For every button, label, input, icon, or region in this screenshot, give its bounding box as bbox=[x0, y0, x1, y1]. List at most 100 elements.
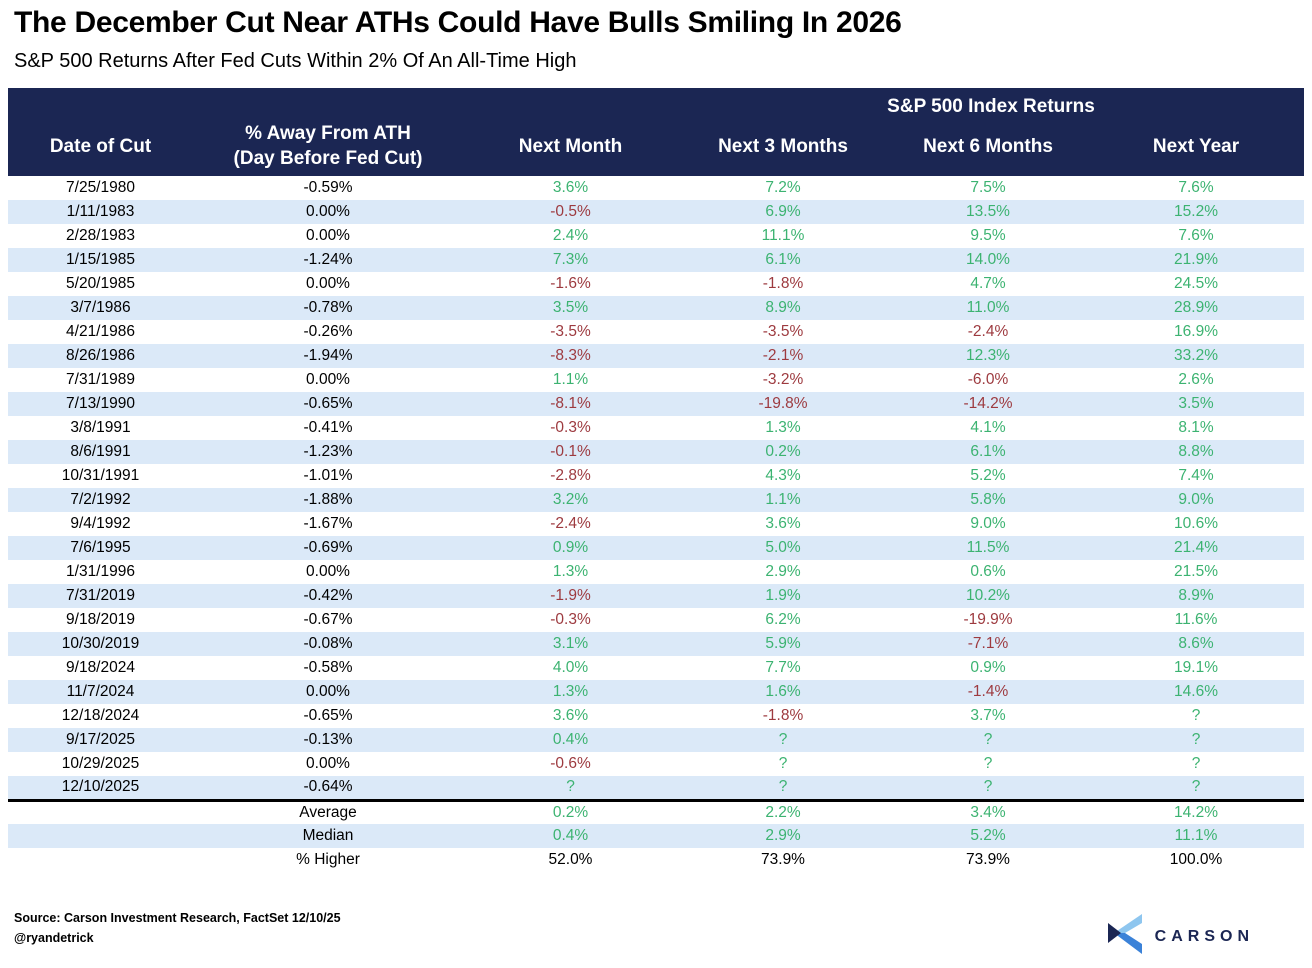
summary-label: Average bbox=[193, 798, 463, 824]
page-title: The December Cut Near ATHs Could Have Bu… bbox=[14, 6, 902, 39]
date-cell: 7/6/1995 bbox=[70, 539, 131, 556]
away-cell: -1.88% bbox=[303, 491, 353, 508]
return-cell: -1.6% bbox=[550, 275, 591, 292]
date-cell: 9/18/2019 bbox=[66, 611, 135, 628]
summary-value-cell: 52.0% bbox=[548, 851, 593, 868]
return-cell: 6.1% bbox=[765, 251, 801, 268]
away-cell: 0.00% bbox=[306, 755, 350, 772]
away-cell: -0.08% bbox=[303, 635, 353, 652]
away-cell: -0.13% bbox=[303, 731, 353, 748]
return-cell: 28.9% bbox=[1174, 299, 1218, 316]
return-cell: -7.1% bbox=[967, 635, 1009, 652]
group-header-row: S&P 500 Index Returns bbox=[8, 88, 1305, 118]
summary-value-cell: 3.4% bbox=[888, 798, 1088, 824]
date-cell: 3/8/1991 bbox=[70, 419, 131, 436]
return-cell: 4.7% bbox=[970, 275, 1006, 292]
date-cell: 9/4/1992 bbox=[70, 515, 131, 532]
summary-label: Median bbox=[302, 827, 354, 844]
summary-row: % Higher 52.0% 73.9% 73.9% 100.0% bbox=[8, 848, 1304, 872]
col-header-date-of-cut: Date of Cut bbox=[8, 118, 193, 176]
date-cell: 7/31/1989 bbox=[66, 371, 135, 388]
return-cell: ? bbox=[566, 778, 575, 796]
return-cell: 1.9% bbox=[765, 587, 801, 604]
return-cell: 16.9% bbox=[1174, 323, 1218, 340]
table-row: 12/10/2025 -0.64%???? bbox=[8, 776, 1305, 800]
date-cell: 10/30/2019 bbox=[61, 635, 140, 652]
table-row: 5/20/1985 0.00% -1.6% -1.8% 4.7% 24.5% bbox=[8, 272, 1304, 296]
return-cell: ? bbox=[1191, 778, 1201, 796]
summary-value-cell: 2.9% bbox=[765, 827, 801, 844]
return-cell: 1.3% bbox=[552, 563, 589, 580]
col-header-away-from-ath: % Away From ATH (Day Before Fed Cut) bbox=[193, 118, 463, 176]
return-cell: 2.9% bbox=[765, 563, 801, 580]
return-cell: 3.7% bbox=[970, 707, 1006, 724]
date-cell: 7/31/2019 bbox=[66, 587, 135, 604]
date-cell: 7/25/1980 bbox=[66, 179, 135, 196]
summary-row: Median 0.4% 2.9% 5.2% 11.1% bbox=[8, 824, 1305, 848]
return-cell: 8.9% bbox=[765, 299, 801, 316]
return-cell: 3.5% bbox=[552, 299, 589, 316]
date-cell: 12/10/2025 bbox=[61, 778, 140, 796]
summary-value-cell: 5.2% bbox=[970, 827, 1006, 844]
return-cell: 9.5% bbox=[970, 227, 1006, 244]
away-cell: -0.67% bbox=[303, 611, 353, 628]
return-cell: 8.1% bbox=[1178, 419, 1214, 436]
return-cell: 1.1% bbox=[765, 491, 801, 508]
summary-value-cell: 73.9% bbox=[761, 851, 805, 868]
return-cell: 15.2% bbox=[1174, 203, 1218, 220]
return-cell: -1.8% bbox=[762, 275, 804, 292]
col-header-away-line1: % Away From ATH bbox=[245, 123, 411, 145]
return-cell: 5.2% bbox=[970, 467, 1006, 484]
table-row: 8/6/1991 -1.23% -0.1% 0.2% 6.1% 8.8% bbox=[8, 440, 1305, 464]
return-cell: -14.2% bbox=[963, 395, 1013, 412]
away-cell: -0.69% bbox=[303, 539, 353, 556]
return-cell: 1.6% bbox=[765, 683, 801, 700]
return-cell: ? bbox=[983, 755, 993, 772]
return-cell: 0.2% bbox=[765, 443, 801, 460]
away-cell: 0.00% bbox=[306, 275, 350, 292]
away-cell: -1.24% bbox=[303, 251, 353, 268]
return-cell: -0.3% bbox=[550, 611, 591, 628]
return-cell: 33.2% bbox=[1174, 347, 1218, 364]
table-row: 12/18/2024 -0.65% 3.6% -1.8% 3.7%? bbox=[8, 704, 1304, 728]
return-cell: 6.2% bbox=[765, 611, 801, 628]
away-cell: -0.78% bbox=[303, 299, 353, 316]
table-row: 10/31/1991 -1.01% -2.8% 4.3% 5.2% 7.4% bbox=[8, 464, 1304, 488]
col-header-next-year: Next Year bbox=[1088, 118, 1305, 176]
return-cell: -2.4% bbox=[967, 323, 1009, 340]
return-cell: -0.6% bbox=[550, 755, 591, 772]
col-header-next-6-months: Next 6 Months bbox=[888, 118, 1088, 176]
return-cell: 12.3% bbox=[966, 347, 1010, 364]
table-row: 7/25/1980 -0.59% 3.6% 7.2% 7.5% 7.6% bbox=[8, 176, 1304, 200]
return-cell: 1.3% bbox=[552, 683, 589, 700]
return-cell: 2.6% bbox=[1178, 371, 1214, 388]
return-cell: -2.1% bbox=[762, 347, 804, 364]
date-cell: 1/11/1983 bbox=[66, 203, 135, 220]
return-cell: 10.2% bbox=[966, 587, 1010, 604]
date-cell: 11/7/2024 bbox=[66, 683, 135, 700]
away-cell: 0.00% bbox=[306, 563, 350, 580]
away-cell: -1.94% bbox=[303, 347, 353, 364]
away-cell: -0.26% bbox=[303, 323, 353, 340]
away-cell: 0.00% bbox=[306, 203, 350, 220]
date-cell: 4/21/1986 bbox=[66, 323, 135, 340]
return-cell: 1.1% bbox=[552, 371, 589, 388]
return-cell: 5.8% bbox=[970, 491, 1006, 508]
summary-spacer-cell bbox=[8, 824, 193, 848]
summary-value-cell: 73.9% bbox=[966, 851, 1010, 868]
away-cell: 0.00% bbox=[306, 227, 350, 244]
return-cell: 11.0% bbox=[966, 299, 1010, 316]
return-cell: -8.1% bbox=[550, 395, 591, 412]
table-row: 10/29/2025 0.00% -0.6%??? bbox=[8, 752, 1304, 776]
return-cell: -1.4% bbox=[967, 683, 1009, 700]
away-cell: 0.00% bbox=[306, 371, 350, 388]
date-cell: 1/15/1985 bbox=[66, 251, 135, 268]
footer: Source: Carson Investment Research, Fact… bbox=[14, 908, 1298, 959]
table-row: 7/31/1989 0.00% 1.1% -3.2% -6.0% 2.6% bbox=[8, 368, 1304, 392]
away-cell: 0.00% bbox=[306, 683, 350, 700]
col-header-away-line2: (Day Before Fed Cut) bbox=[233, 148, 423, 169]
col-header-next-month: Next Month bbox=[463, 118, 678, 176]
return-cell: -8.3% bbox=[550, 347, 591, 364]
table-row: 9/18/2024 -0.58% 4.0% 7.7% 0.9% 19.1% bbox=[8, 656, 1304, 680]
summary-value-cell: 14.2% bbox=[1088, 798, 1305, 824]
